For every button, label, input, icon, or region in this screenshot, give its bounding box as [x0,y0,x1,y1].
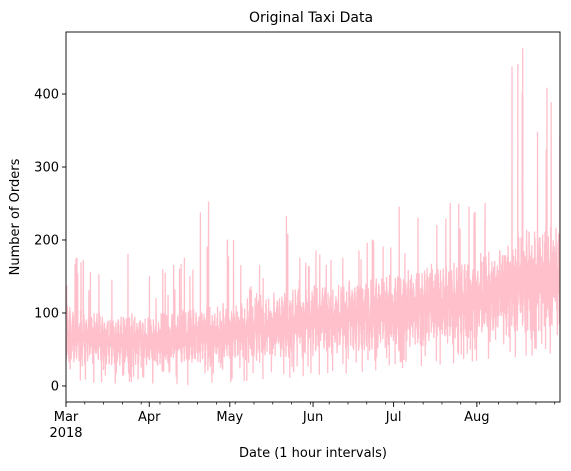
x-tick-label: Apr [138,410,161,425]
x-tick-label: Mar [54,410,79,425]
y-tick-label: 300 [34,161,59,176]
x-tick-label: Jun [302,410,323,425]
y-tick-label: 200 [34,233,59,248]
y-axis-title: Number of Orders [8,158,23,275]
y-tick-label: 100 [34,306,59,321]
y-tick-label: 0 [51,379,59,394]
x-tick-label: Jul [385,410,402,425]
x-axis-title: Date (1 hour intervals) [239,446,387,461]
x-tick-label: Aug [464,410,489,425]
x-tick-sublabel: 2018 [49,426,82,441]
x-tick-label: May [216,410,243,425]
y-axis: 0 100 200 300 400 [34,88,66,394]
series-line-orders [66,48,560,386]
chart-title: Original Taxi Data [249,10,373,26]
plot-area [66,48,560,386]
y-tick-label: 400 [34,88,59,103]
